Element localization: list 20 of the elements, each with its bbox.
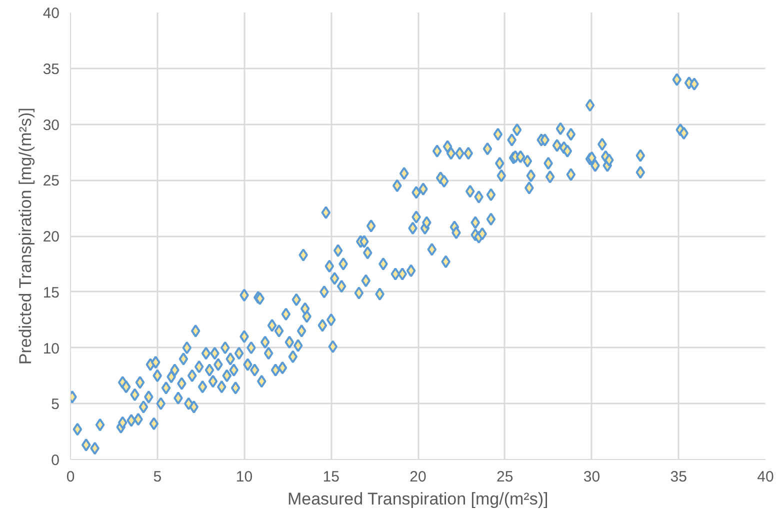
x-tick-label: 40 (757, 468, 774, 486)
y-tick-label: 15 (42, 284, 60, 302)
y-tick-label: 10 (42, 340, 60, 358)
x-tick-label: 10 (236, 468, 253, 486)
x-axis-title: Measured Transpiration [mg/(m²s)] (287, 490, 548, 508)
x-tick-label: 0 (66, 468, 75, 486)
y-tick-label: 5 (51, 396, 60, 414)
x-tick-label: 15 (322, 468, 340, 486)
y-tick-label: 30 (42, 116, 60, 134)
y-tick-label: 40 (42, 5, 60, 22)
y-tick-label: 35 (42, 60, 60, 78)
y-tick-label: 25 (42, 172, 60, 190)
x-tick-label: 35 (670, 468, 687, 486)
y-tick-label: 0 (51, 452, 60, 469)
x-tick-label: 5 (153, 468, 162, 486)
y-axis-title: Predicted Transpiration [mg/(m²s)] (16, 108, 35, 365)
y-tick-label: 20 (42, 228, 60, 246)
x-tick-label: 25 (496, 468, 514, 486)
x-tick-label: 30 (583, 468, 600, 486)
x-tick-label: 20 (410, 468, 426, 486)
